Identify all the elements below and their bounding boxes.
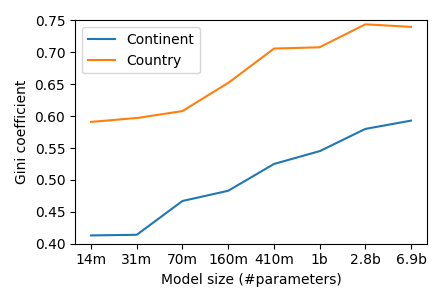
Continent (279, 160, 284, 164)
Country (379, 24, 385, 27)
Country (88, 120, 94, 124)
Continent (378, 124, 384, 128)
Line: Continent: Continent (91, 120, 411, 236)
Continent (408, 119, 414, 122)
Continent (358, 129, 363, 133)
Country (89, 120, 95, 124)
Country (278, 47, 283, 50)
Y-axis label: Gini coefficient: Gini coefficient (15, 80, 29, 184)
Country (358, 25, 363, 28)
Continent (278, 160, 283, 164)
Line: Country: Country (91, 24, 411, 122)
Continent (88, 234, 94, 237)
Country (363, 23, 369, 26)
X-axis label: Model size (#parameters): Model size (#parameters) (160, 273, 341, 287)
Legend: Continent, Country: Continent, Country (82, 27, 200, 73)
Continent (89, 234, 95, 237)
Country (408, 25, 414, 29)
Country (279, 47, 284, 50)
Continent (284, 159, 290, 162)
Country (284, 47, 290, 50)
